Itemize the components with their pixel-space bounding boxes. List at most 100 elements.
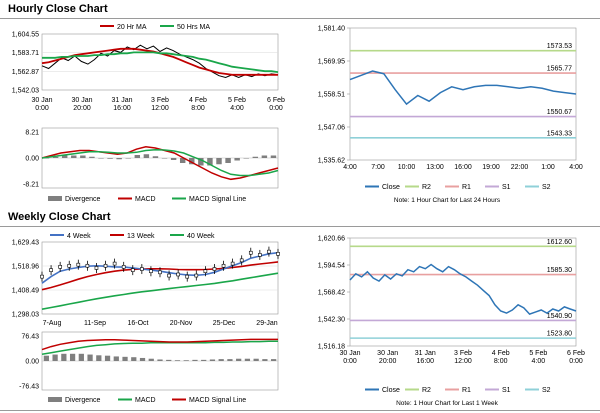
divergence-bar — [170, 158, 177, 160]
close-point — [67, 263, 72, 268]
divergence-bar — [270, 155, 277, 158]
legend-label: Close — [382, 184, 400, 191]
divergence-bar — [87, 354, 93, 361]
legend-label: 13 Week — [127, 233, 155, 240]
y-tick-label: 1,562.87 — [12, 69, 39, 76]
hourly-price-plot-area — [41, 33, 279, 91]
legend-label: R2 — [422, 387, 431, 394]
divergence-bar — [179, 158, 186, 163]
y-tick-label: 1,558.51 — [318, 92, 345, 99]
y-tick-label: 1,604.55 — [12, 32, 39, 39]
weekly-macd-chart: 76.43 0.00 -76.43 Divergence MACD MACD Signal… — [19, 331, 279, 404]
y-tick-label: 1,298.03 — [12, 312, 39, 319]
legend-label: 4 Week — [67, 233, 91, 240]
divergence-bar — [148, 358, 154, 361]
close-point — [40, 274, 44, 279]
hourly-section-rule — [0, 18, 600, 19]
divergence-bar — [244, 358, 251, 361]
legend-label: MACD Signal Line — [189, 196, 246, 203]
pivot-level-label: 1543.33 — [547, 130, 572, 137]
close-point — [258, 253, 262, 257]
close-point — [194, 273, 199, 278]
divergence-bar — [218, 359, 224, 361]
divergence-bar — [43, 355, 49, 361]
y-tick-label: 1,535.62 — [318, 158, 345, 165]
y-tick-label: 1,542.30 — [318, 317, 345, 324]
x-tick-label: 4 Feb 8:00 — [492, 350, 510, 365]
close-point — [203, 269, 208, 274]
divergence-bar — [78, 353, 84, 361]
close-point — [140, 267, 144, 271]
divergence-bar — [225, 158, 231, 163]
x-tick-label: 31 Jan 16:00 — [111, 97, 132, 112]
series-line-40-week — [41, 272, 279, 310]
y-tick-label: 1,629.43 — [12, 240, 39, 247]
divergence-bar — [131, 357, 137, 361]
y-tick-label: 1,620.66 — [318, 236, 345, 243]
x-tick-label: 20-Nov — [170, 320, 193, 327]
y-tick-label: 1,547.06 — [318, 125, 345, 132]
divergence-bar — [207, 158, 213, 166]
close-point — [121, 265, 126, 269]
divergence-bar — [143, 154, 150, 158]
close-point — [58, 265, 62, 269]
y-tick-label: 1,518.96 — [12, 264, 39, 271]
y-tick-label: 1,568.42 — [318, 290, 345, 297]
divergence-bar — [252, 156, 259, 158]
legend-label: MACD Signal Line — [189, 397, 246, 404]
pivot-level-label: 1573.53 — [547, 43, 572, 50]
pivot-level-label: 1550.67 — [547, 109, 572, 116]
divergence-bar — [262, 359, 268, 361]
series-line-close — [349, 263, 577, 315]
divergence-bar — [71, 155, 77, 158]
divergence-bar — [201, 359, 207, 361]
x-tick-label: 19:00 — [482, 164, 500, 171]
close-point — [221, 263, 226, 268]
y-tick-label: 1,583.71 — [12, 50, 39, 57]
close-point — [185, 274, 190, 279]
divergence-bar — [209, 359, 216, 361]
legend-label: MACD — [135, 196, 156, 203]
x-tick-label: 16:00 — [454, 164, 472, 171]
y-tick-label: -8.21 — [23, 182, 39, 189]
legend-label: S2 — [542, 184, 551, 191]
divergence-bar — [96, 355, 102, 361]
close-point — [94, 266, 99, 270]
divergence-bar — [52, 354, 58, 361]
close-point — [158, 270, 162, 275]
close-point — [167, 273, 171, 278]
legend-label: Divergence — [65, 397, 101, 404]
divergence-bar — [157, 359, 163, 361]
legend-swatch — [48, 196, 62, 201]
x-tick-label: 4 Feb 8:00 — [189, 97, 207, 112]
close-point — [130, 268, 135, 272]
legend-label: 20 Hr MA — [117, 24, 147, 31]
weekly-section-title: Weekly Close Chart — [8, 211, 111, 223]
weekly-pivot-chart: 1,620.66 1,594.54 1,568.42 1,542.30 1,516.18… — [318, 236, 585, 408]
legend-label: R1 — [462, 184, 471, 191]
legend-label: R2 — [422, 184, 431, 191]
pivot-level-label: 1612.60 — [547, 239, 572, 246]
divergence-bar — [89, 156, 95, 158]
x-tick-label: 30 Jan 20:00 — [377, 350, 398, 365]
x-tick-label: 4:00 — [343, 164, 357, 171]
y-tick-label: 1,542.03 — [12, 88, 39, 95]
divergence-bar — [166, 359, 172, 361]
x-tick-label: 11-Sep — [84, 320, 106, 327]
x-tick-label: 29-Jan — [256, 320, 278, 327]
divergence-bar — [125, 158, 131, 159]
x-tick-label: 5 Feb 4:00 — [228, 97, 246, 112]
divergence-bar — [69, 353, 76, 361]
x-tick-label: 30 Jan 0:00 — [339, 350, 360, 365]
y-tick-label: 76.43 — [21, 334, 39, 341]
series-line-macd — [41, 338, 278, 351]
x-tick-label: 31 Jan 16:00 — [415, 350, 436, 365]
hourly-pivot-chart: 1,581.40 1,569.95 1,558.51 1,547.06 1,535.62… — [318, 26, 583, 205]
y-tick-label: 1,516.18 — [318, 344, 345, 351]
divergence-bar — [43, 158, 50, 159]
divergence-bar — [174, 360, 181, 361]
pivot-level-label: 1565.77 — [547, 66, 572, 73]
divergence-bar — [113, 356, 119, 361]
divergence-bar — [152, 156, 159, 158]
pivot-level-label: 1585.30 — [547, 267, 572, 274]
